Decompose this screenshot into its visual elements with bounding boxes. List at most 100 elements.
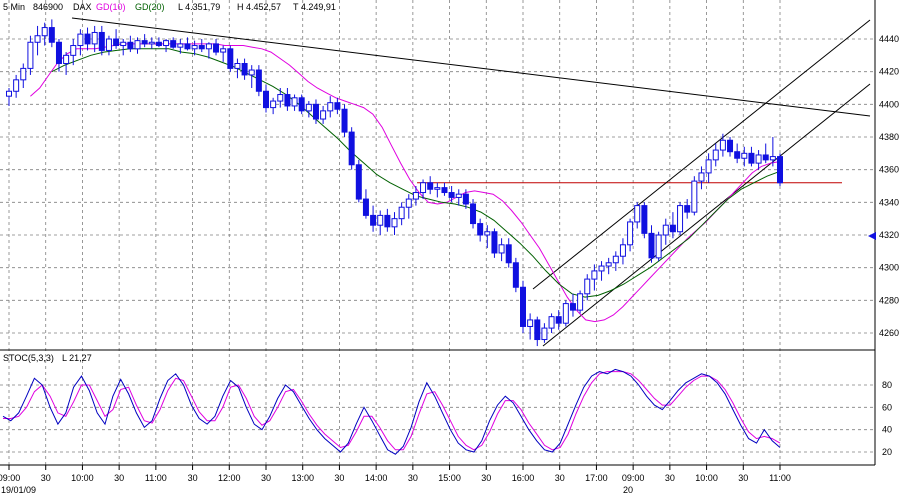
time-tick-label: 13:00 — [291, 473, 314, 483]
candle-body — [619, 244, 626, 257]
candle-body — [34, 35, 41, 43]
candle-body — [263, 90, 269, 109]
candle-body — [13, 79, 20, 92]
candle-body — [362, 198, 369, 216]
time-tick-label: 09:00 — [0, 473, 20, 483]
candle-body — [677, 205, 684, 233]
price-tick-label: 4440 — [879, 34, 899, 44]
candle-body — [548, 316, 555, 329]
price-tick-label: 4400 — [879, 99, 899, 109]
candle-body — [755, 154, 762, 164]
candle-body — [184, 43, 191, 50]
price-tick-label: 4420 — [879, 67, 899, 77]
ma20-label: GD(20) — [135, 2, 165, 12]
candle-body — [148, 41, 155, 45]
candle-body — [384, 214, 391, 228]
time-tick-label: 30 — [261, 473, 271, 483]
candle-body — [591, 270, 598, 280]
candle-body — [477, 223, 484, 236]
time-tick-label: 09:00 — [622, 473, 645, 483]
candle-body — [712, 149, 719, 161]
candle-body — [719, 139, 726, 151]
candle-body — [769, 156, 776, 161]
candle-body — [598, 265, 605, 272]
candle-body — [612, 255, 619, 264]
candle-body — [141, 40, 148, 45]
candle-body — [534, 319, 541, 341]
interval-label: 5 Min — [3, 2, 25, 12]
candle-body — [555, 316, 562, 324]
candle-body — [270, 100, 277, 109]
time-tick-label: 11:00 — [145, 473, 167, 483]
time-tick-label: 30 — [665, 473, 675, 483]
low-label: L 4.351,79 — [178, 2, 220, 12]
stoch-label: STOC(5,3,3) — [3, 353, 54, 363]
price-tick-label: 4380 — [879, 132, 899, 142]
candle-body — [455, 193, 462, 198]
candle-body — [205, 43, 212, 50]
trend-lines — [71, 17, 871, 347]
candle-body — [298, 97, 305, 112]
stoch-tick-label: 40 — [882, 425, 892, 435]
lower-channel-line — [542, 83, 871, 347]
candle-body — [405, 198, 412, 208]
candle-body — [691, 180, 698, 213]
candle-body — [312, 103, 319, 120]
candle-body — [641, 205, 648, 234]
candle-body — [355, 164, 362, 200]
candle-body — [662, 224, 669, 236]
candle-body — [20, 67, 27, 81]
candle-body — [227, 48, 234, 69]
candle-body — [41, 27, 48, 37]
candle-body — [334, 102, 341, 110]
stochastic-lines — [2, 368, 781, 455]
stoch-d-line — [3, 371, 781, 451]
time-tick-label: 12:00 — [218, 473, 241, 483]
candle-body — [777, 156, 783, 184]
time-tick-label: 30 — [41, 473, 51, 483]
candle-body — [27, 41, 34, 69]
candle-body — [741, 152, 748, 159]
candle-body — [277, 94, 284, 102]
symbol-label: DAX — [73, 2, 92, 12]
candle-body — [120, 41, 127, 47]
candle-body — [155, 41, 162, 47]
candle-body — [391, 218, 398, 228]
stoch-value: L 21,27 — [62, 353, 92, 363]
candle-body — [505, 244, 512, 264]
candle-body — [648, 232, 655, 259]
start-date-label: 19/01/09 — [1, 485, 36, 495]
candle-body — [6, 90, 12, 97]
ma10-line — [30, 43, 781, 323]
time-tick-label: 30 — [738, 473, 748, 483]
candle-body — [498, 244, 505, 254]
candle-body — [291, 97, 298, 107]
time-axis-ticks: 09:00 30 10:00 30 11:00 30 12:00 30 13:00 30 14:00… — [0, 465, 791, 483]
candle-body — [527, 319, 534, 327]
candle-body — [748, 152, 755, 164]
candle-body — [541, 327, 548, 341]
time-tick-label: 16:00 — [512, 473, 535, 483]
candle-body — [98, 31, 105, 51]
candle-body — [427, 182, 434, 190]
stoch-tick-label: 80 — [882, 380, 892, 390]
stoch-axis-ticks: 20 40 60 80 — [882, 380, 892, 457]
time-tick-label: 10:00 — [71, 473, 94, 483]
candle-body — [105, 38, 112, 51]
candle-body — [470, 203, 477, 225]
candle-body — [48, 27, 55, 43]
time-tick-label: 30 — [408, 473, 418, 483]
price-axis-ticks: 4260 4280 4300 4320 4340 4360 4380 4400 4420 4440 — [879, 34, 899, 338]
candle-body — [170, 40, 177, 48]
candle-body — [727, 139, 734, 153]
candle-body — [762, 154, 769, 161]
ma10-label: GD(10) — [96, 2, 126, 12]
candle-body — [84, 33, 91, 45]
candle-body — [327, 102, 334, 112]
price-tick-label: 4340 — [879, 197, 899, 207]
price-tick-label: 4300 — [879, 263, 899, 273]
price-tick-label: 4260 — [879, 328, 899, 338]
candle-body — [163, 40, 170, 47]
candle-body — [213, 43, 220, 53]
